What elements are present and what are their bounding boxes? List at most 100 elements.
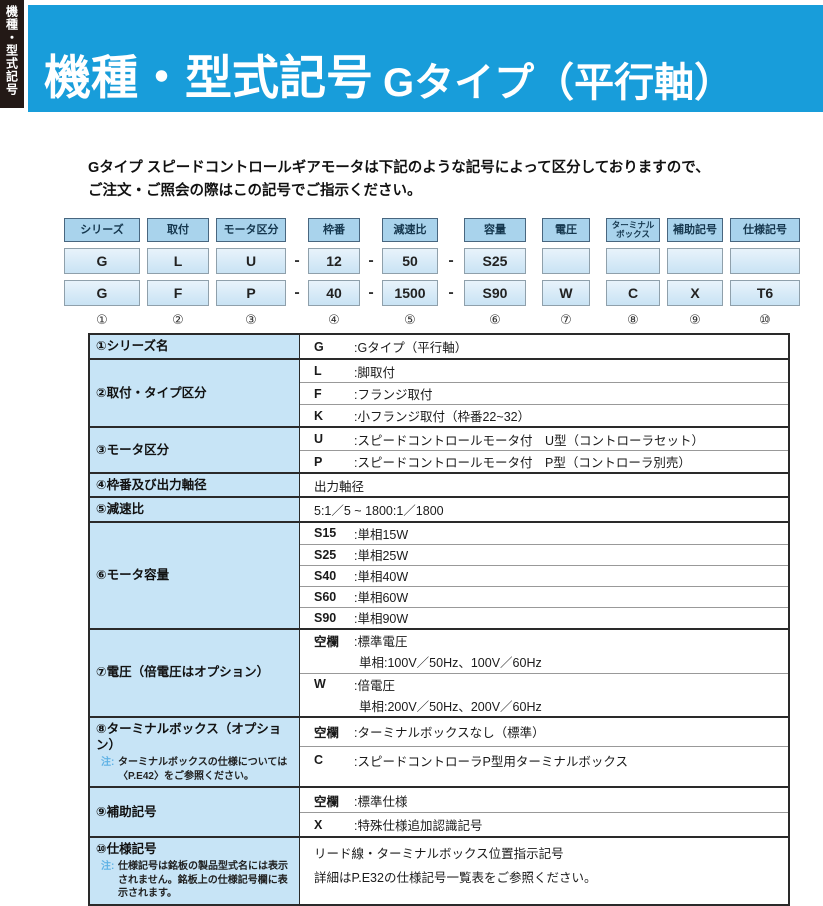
spec-entry: 5:1／5 ~ 1800:1／1800 — [314, 503, 444, 518]
spec-row-label: ③モータ区分 — [96, 442, 170, 457]
code-cell: 12 — [308, 248, 360, 274]
code-col-header: 電圧 — [542, 218, 590, 242]
side-tab: 機種・型式記号 — [0, 0, 24, 108]
code-col-header: 取付 — [147, 218, 209, 242]
spec-row-capacity: ⑥モータ容量 S15単相15W S25単相25W S40単相40W S60単相6… — [90, 520, 788, 628]
spec-row-voltage: ⑦電圧（倍電圧はオプション） 空欄標準電圧 単相:100V／50Hz、100V／… — [90, 627, 788, 716]
code-cell: L — [147, 248, 209, 274]
code-col-number: ⑦ — [560, 312, 572, 327]
code-dash-column: - - — [286, 218, 308, 329]
spec-entry: 出力軸径 — [314, 479, 365, 494]
code-col-number: ② — [172, 312, 184, 327]
spec-row-motor-type: ③モータ区分 Uスピードコントロールモータ付 U型（コントローラセット） Pスピ… — [90, 426, 788, 472]
spec-row-label: ⑥モータ容量 — [96, 567, 170, 582]
code-col-number: ① — [96, 312, 108, 327]
spec-row-terminal-box: ⑧ターミナルボックス（オプション） 注: ターミナルボックスの仕様については〈P.… — [90, 715, 788, 786]
spec-entry: K小フランジ取付（枠番22~32） — [300, 404, 788, 426]
spec-entry: S90単相90W — [300, 606, 788, 628]
code-col-number: ⑧ — [627, 312, 639, 327]
model-code-table: シリーズ G G ① 取付 L F ② モータ区分 U P ③ - - 枠番 1… — [64, 218, 804, 329]
code-cell: F — [147, 280, 209, 306]
code-col-header: シリーズ — [64, 218, 140, 242]
code-dash-column: - - — [360, 218, 382, 329]
code-col-number: ⑨ — [689, 312, 701, 327]
spec-entry: X特殊仕様追加認識記号 — [300, 812, 788, 836]
dash-separator: - — [448, 252, 454, 269]
code-col-number: ③ — [245, 312, 257, 327]
dash-separator: - — [294, 252, 300, 269]
code-col-auxiliary: 補助記号 X ⑨ — [667, 218, 723, 329]
spec-row-label-cell: ⑩仕様記号 注: 仕様記号は銘板の製品型式名には表示されません。銘板上の仕様記号欄… — [90, 838, 300, 904]
spec-table: ①シリーズ名 GGタイプ（平行軸） ②取付・タイプ区分 L脚取付 Fフランジ取付… — [88, 333, 790, 906]
spec-entry: 空欄標準仕様 — [300, 788, 788, 812]
spec-row-frame: ④枠番及び出力軸径 出力軸径 — [90, 472, 788, 497]
spec-entry: Fフランジ取付 — [300, 382, 788, 404]
code-cell — [730, 248, 800, 274]
intro-text: Gタイプ スピードコントロールギアモータは下記のような記号によって区分しておりま… — [88, 157, 798, 203]
code-col-ratio: 減速比 50 1500 ⑤ — [382, 218, 438, 329]
code-col-header: 仕様記号 — [730, 218, 800, 242]
code-col-header: ターミナル ボックス — [606, 218, 660, 242]
spec-entry: S60単相60W — [300, 585, 788, 607]
code-cell: G — [64, 248, 140, 274]
code-col-header: 減速比 — [382, 218, 438, 242]
spec-row-label-cell: ①シリーズ名 — [90, 335, 300, 358]
spec-entry: CスピードコントローラP型用ターミナルボックス — [300, 745, 788, 774]
spec-row-label-cell: ⑥モータ容量 — [90, 522, 300, 628]
dash-separator: - — [368, 252, 374, 269]
code-col-voltage: 電圧 W ⑦ — [542, 218, 590, 329]
code-cell: S25 — [464, 248, 526, 274]
spec-row-label-cell: ④枠番及び出力軸径 — [90, 474, 300, 497]
spec-entry: S40単相40W — [300, 564, 788, 586]
code-cell — [667, 248, 723, 274]
code-col-spec: 仕様記号 T6 ⑩ — [730, 218, 800, 329]
intro-line-1: Gタイプ スピードコントロールギアモータは下記のような記号によって区分しておりま… — [88, 160, 710, 176]
code-col-header: 容量 — [464, 218, 526, 242]
spec-row-label-cell: ⑦電圧（倍電圧はオプション） — [90, 629, 300, 716]
code-cell — [542, 248, 590, 274]
code-cell: 40 — [308, 280, 360, 306]
spec-row-label: ④枠番及び出力軸径 — [96, 478, 207, 492]
spec-row-label: ⑤減速比 — [96, 502, 145, 517]
spec-row-label: ①シリーズ名 — [96, 339, 169, 354]
code-col-number: ⑥ — [489, 312, 501, 327]
page-title: 機種・型式記号 — [44, 51, 373, 104]
code-col-capacity: 容量 S25 S90 ⑥ — [464, 218, 526, 329]
code-col-terminal-box: ターミナル ボックス C ⑧ — [606, 218, 660, 329]
spec-row-label: ②取付・タイプ区分 — [96, 385, 207, 400]
spec-entry: Uスピードコントロールモータ付 U型（コントローラセット） — [300, 428, 788, 450]
spec-row-label-cell: ⑨補助記号 — [90, 788, 300, 836]
spec-entry: 空欄ターミナルボックスなし（標準） — [300, 718, 788, 746]
code-dash-column: - - — [438, 218, 464, 329]
spec-row-label-cell: ⑧ターミナルボックス（オプション） 注: ターミナルボックスの仕様については〈P.… — [90, 717, 300, 786]
spec-entry: S25単相25W — [300, 543, 788, 565]
spec-row-mounting: ②取付・タイプ区分 L脚取付 Fフランジ取付 K小フランジ取付（枠番22~32） — [90, 358, 788, 426]
code-col-number: ⑩ — [759, 312, 771, 327]
spec-entry: W倍電圧 単相:200V／50Hz、200V／60Hz — [300, 672, 788, 716]
spec-row-series: ①シリーズ名 GGタイプ（平行軸） — [90, 335, 788, 358]
code-cell: 50 — [382, 248, 438, 274]
code-col-number: ⑤ — [404, 312, 416, 327]
spec-entry: S15単相15W — [300, 523, 788, 544]
spec-row-label-cell: ②取付・タイプ区分 — [90, 360, 300, 426]
side-tab-label: 機種・型式記号 — [4, 5, 19, 96]
spec-row-label-cell: ⑤減速比 — [90, 498, 300, 521]
code-cell: P — [216, 280, 286, 306]
code-cell: 1500 — [382, 280, 438, 306]
code-col-header: 枠番 — [308, 218, 360, 242]
spec-entry: 空欄標準電圧 単相:100V／50Hz、100V／60Hz — [300, 630, 788, 673]
spec-row-note: 注: ターミナルボックスの仕様については〈P.E42〉をご参照ください。 — [101, 757, 288, 782]
spec-row-label-cell: ③モータ区分 — [90, 428, 300, 472]
spec-row-label: ⑨補助記号 — [96, 804, 157, 819]
code-col-motor-type: モータ区分 U P ③ — [216, 218, 286, 329]
code-col-series: シリーズ G G ① — [64, 218, 140, 329]
spec-row-label: ⑦電圧（倍電圧はオプション） — [96, 665, 270, 680]
spec-row-label: ⑧ターミナルボックス（オプション） — [96, 721, 282, 752]
code-col-number: ④ — [328, 312, 340, 327]
spec-row-note: 注: 仕様記号は銘板の製品型式名には表示されません。銘板上の仕様記号欄に表示されま… — [101, 861, 288, 900]
spec-entry: Pスピードコントロールモータ付 P型（コントローラ別売） — [300, 450, 788, 472]
spec-entry: GGタイプ（平行軸） — [300, 335, 788, 358]
code-cell: U — [216, 248, 286, 274]
code-col-header: 補助記号 — [667, 218, 723, 242]
code-col-frame: 枠番 12 40 ④ — [308, 218, 360, 329]
